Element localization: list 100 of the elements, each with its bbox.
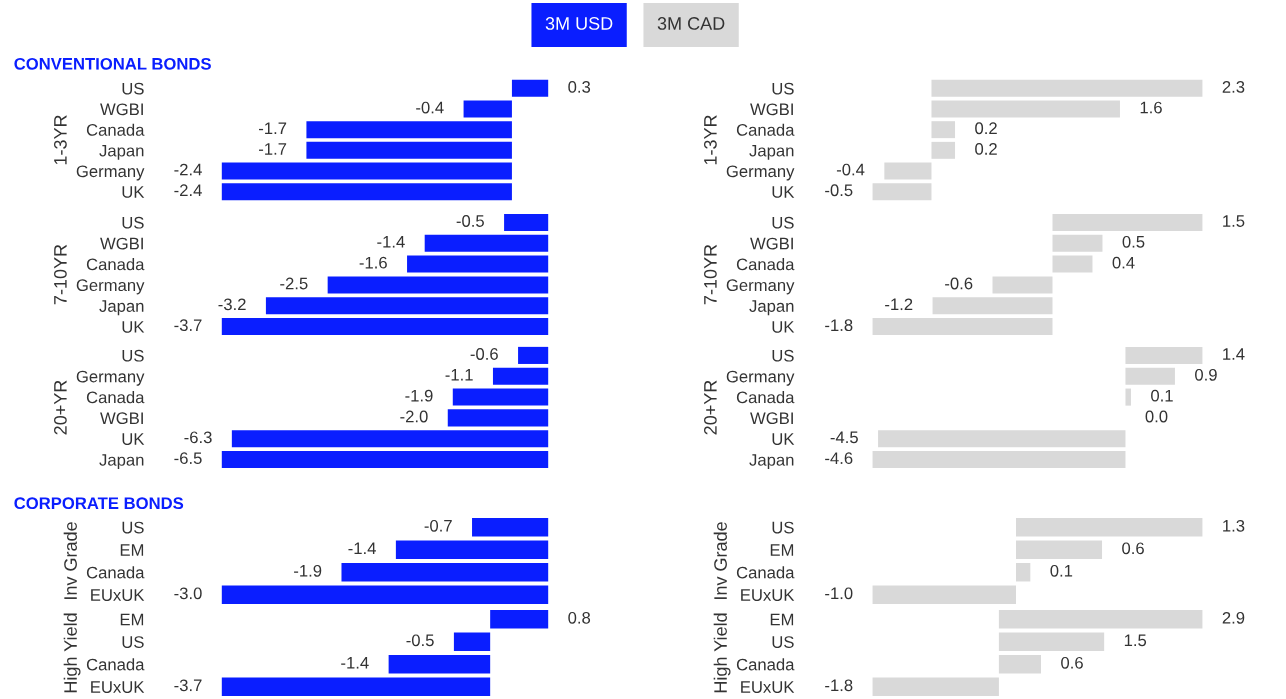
y-tick-label: EM [770,613,794,626]
data-label: -3.2 [218,298,246,311]
y-tick-label: WGBI [750,412,793,425]
y-tick-label: WGBI [100,412,143,425]
y-tick-label: US [122,636,144,648]
y-tick-label: EM [120,613,144,626]
y-tick-label: US [772,521,794,534]
y-axis-title: Inv Grade [713,522,727,599]
bar [998,632,1105,651]
data-label: -1.8 [825,319,853,332]
data-label: -0.4 [836,163,865,176]
chart-title: CONVENTIONAL BONDS [14,57,211,70]
bar [1015,540,1103,559]
y-tick-label: US [122,349,144,362]
data-label: 0.1 [1050,564,1073,577]
bar [872,183,932,201]
y-tick-label: Canada [736,258,795,271]
y-tick-label: Japan [99,144,144,160]
bar [878,430,1126,448]
y-tick-label: Canada [736,391,795,404]
y-tick-label: US [772,636,794,648]
y-tick-label: WGBI [750,103,793,116]
data-label: 0.9 [1195,368,1217,381]
y-tick-label: US [122,82,144,95]
data-label: -4.5 [830,431,858,444]
y-tick-label: EUxUK [741,589,795,601]
data-label: 0.2 [975,143,997,155]
data-label: -1.4 [341,657,369,669]
data-label: 0.2 [975,122,997,135]
y-tick-label: UK [772,433,795,445]
y-tick-label: Japan [749,300,794,316]
y-tick-label: Japan [749,454,794,470]
y-tick-label: EUxUK [91,589,145,601]
bar [931,79,1203,97]
y-tick-label: Germany [726,370,795,386]
text: 3M CAD [657,17,725,30]
y-tick-label: US [122,521,144,534]
y-tick-label: UK [772,186,795,198]
data-label: -3.7 [174,319,202,332]
bar [872,677,999,696]
data-label: 0.1 [1151,389,1173,402]
data-label: -2.0 [400,410,428,423]
data-label: 0.6 [1122,542,1144,555]
y-tick-label: Canada [86,391,145,404]
data-label: -4.6 [825,452,853,465]
data-label: -1.0 [825,587,853,600]
y-tick-label: Canada [86,258,145,271]
data-label: -3.7 [174,679,202,692]
data-label: -1.9 [405,389,433,402]
y-tick-label: Canada [86,123,145,136]
data-label: -0.5 [406,634,434,647]
y-tick-label: Canada [736,658,795,671]
data-label: -2.4 [174,163,202,176]
data-label: -1.4 [377,236,405,248]
data-label: -2.4 [174,184,202,196]
bar [992,276,1053,294]
data-label: 1.6 [1140,101,1162,114]
data-label: -0.5 [825,184,853,197]
bar [1125,346,1203,364]
data-label: -6.3 [184,431,212,444]
y-axis-title: Inv Grade [63,522,77,599]
bar [931,100,1120,118]
data-label: -6.5 [174,452,202,465]
data-label: -2.5 [280,277,308,290]
data-label: -1.7 [259,143,287,155]
data-label: 1.3 [1223,519,1245,532]
data-label: -0.4 [416,101,444,114]
y-tick-label: WGBI [100,237,143,250]
bar [931,141,956,159]
bar [931,121,956,139]
data-label: -0.6 [470,348,498,360]
y-tick-label: Canada [86,658,145,671]
y-axis-title: High Yield [713,613,731,693]
bar [1125,388,1131,406]
data-label: -1.1 [445,369,473,381]
bar [1052,213,1203,231]
y-tick-label: US [772,82,794,95]
y-tick-label: Japan [99,454,144,470]
bar [1015,563,1031,582]
y-tick-label: Germany [76,370,145,386]
data-label: -1.6 [359,256,387,269]
y-tick-label: UK [772,321,795,333]
y-axis-title: 20+YR [704,380,717,435]
data-label: 1.4 [1223,348,1245,360]
y-tick-label: WGBI [100,103,143,116]
y-tick-label: EM [770,544,794,556]
y-tick-label: Germany [76,165,145,181]
data-label: 1.5 [1124,634,1147,647]
data-label: 0.5 [1122,235,1145,248]
y-tick-label: Japan [749,144,794,160]
data-label: 1.5 [1223,215,1245,227]
bar [884,162,932,180]
y-tick-label: Canada [86,566,145,579]
y-axis-title: High Yield [63,613,81,693]
data-label: 0.4 [1112,256,1135,269]
y-tick-label: UK [122,321,145,333]
y-tick-label: Germany [76,279,145,295]
y-tick-label: EM [120,544,144,556]
bar [1015,518,1203,537]
y-tick-label: WGBI [750,237,793,250]
